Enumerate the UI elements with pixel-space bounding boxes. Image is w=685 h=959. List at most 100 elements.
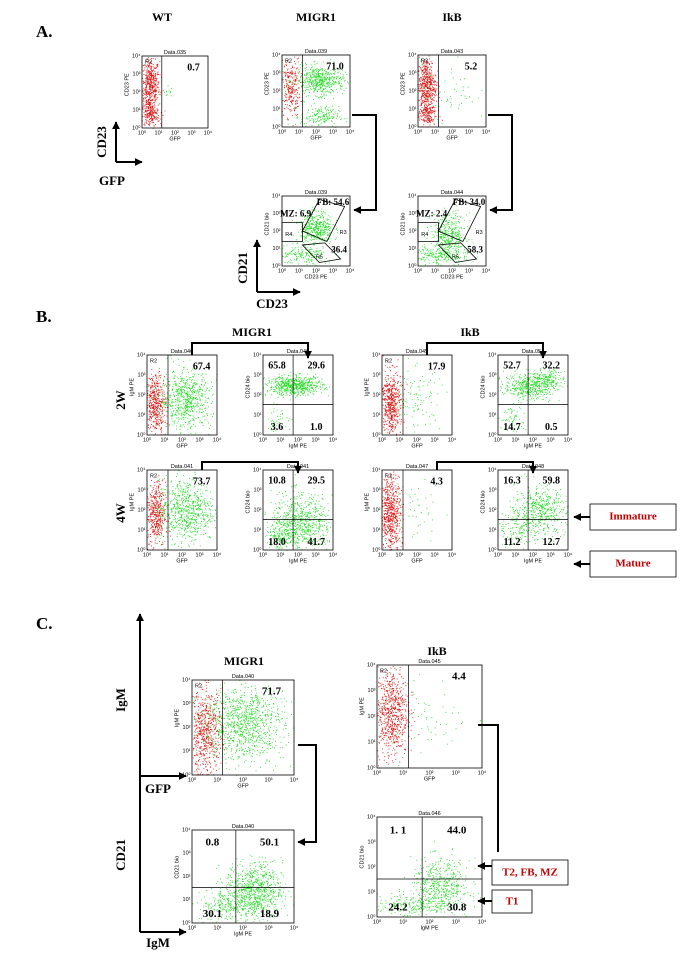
- gate-region: [417, 222, 439, 242]
- y-tick-label: 10²: [138, 392, 146, 398]
- y-tick-label: 10¹: [138, 527, 146, 533]
- plot-title: Data.040: [287, 349, 309, 355]
- region-label: R3: [476, 230, 483, 236]
- event-dots: [147, 475, 172, 550]
- x-tick-label: 10⁴: [290, 924, 299, 931]
- x-tick-label: 10²: [294, 552, 302, 558]
- axis-key-label: CD23: [94, 126, 109, 158]
- plot-title: Data.041: [171, 464, 193, 470]
- y-tick-label: 10⁰: [253, 546, 262, 553]
- plot-title: Data.047: [406, 464, 428, 470]
- column-header: WT: [152, 10, 172, 24]
- row-label: 2W: [113, 390, 128, 410]
- y-tick-label: 10⁰: [488, 431, 497, 438]
- y-tick-label: 10⁰: [367, 913, 376, 920]
- x-tick-label: 10¹: [277, 437, 285, 443]
- x-tick-label: 10²: [171, 130, 179, 136]
- plot-title: Data.043: [441, 49, 463, 55]
- y-tick-label: 10⁴: [408, 192, 417, 199]
- y-tick-label: 10²: [254, 507, 262, 513]
- x-tick-label: 10³: [196, 437, 204, 443]
- gate-percent: 17.9: [428, 361, 446, 372]
- panel-label: C.: [36, 614, 53, 633]
- x-tick-label: 10²: [413, 552, 421, 558]
- plot-frame: [262, 354, 334, 436]
- x-tick-label: 10¹: [512, 552, 520, 558]
- x-tick-label: 10⁴: [346, 267, 355, 274]
- x-axis-label: GFP: [424, 776, 436, 782]
- y-tick-label: 10¹: [254, 412, 262, 418]
- y-axis-label: CD23 PE: [124, 73, 130, 96]
- y-tick-label: 10²: [373, 392, 381, 398]
- column-header: IkB: [460, 325, 479, 339]
- y-tick-label: 10¹: [409, 106, 417, 112]
- axis-key-label: IgM: [113, 688, 128, 712]
- y-tick-label: 10³: [133, 71, 141, 77]
- y-tick-label: 10¹: [373, 412, 381, 418]
- x-tick-label: 10⁰: [378, 551, 387, 558]
- axis-key-label: IgM: [146, 935, 170, 950]
- x-tick-label: 10¹: [155, 130, 163, 136]
- x-axis-label: GFP: [310, 135, 322, 141]
- annotation: Mature: [615, 558, 650, 570]
- x-tick-label: 10⁰: [373, 918, 382, 925]
- event-dots: [142, 57, 166, 129]
- x-tick-label: 10⁴: [204, 129, 213, 136]
- x-tick-label: 10⁰: [414, 267, 423, 274]
- x-tick-label: 10³: [265, 777, 273, 783]
- gate-label: R2: [195, 683, 202, 689]
- quadrant-percent: 50.1: [260, 837, 279, 849]
- x-tick-label: 10²: [413, 437, 421, 443]
- x-tick-label: 10³: [329, 268, 337, 274]
- event-dots: [377, 666, 420, 767]
- plot-frame: [497, 354, 569, 436]
- quadrant-percent: 30.1: [203, 908, 222, 920]
- x-tick-label: 10⁴: [329, 436, 338, 443]
- x-tick-label: 10³: [188, 130, 196, 136]
- plot-frame: [191, 829, 295, 924]
- plot-frame: [141, 55, 209, 129]
- y-axis-label: CD24 bio: [245, 376, 251, 399]
- x-tick-label: 10³: [312, 552, 320, 558]
- x-tick-label: 10¹: [399, 919, 407, 925]
- y-tick-label: 10⁴: [272, 192, 281, 199]
- axis-key-label: CD23: [256, 296, 288, 311]
- column-header: MIGR1: [232, 325, 272, 339]
- gate-label: R2: [380, 668, 387, 674]
- plot-title: Data.046: [418, 811, 440, 817]
- y-tick-label: 10²: [368, 864, 376, 870]
- x-axis-label: GFP: [176, 558, 188, 564]
- y-axis-label: CD23 PE: [400, 72, 406, 95]
- x-tick-label: 10¹: [399, 770, 407, 776]
- x-axis-label: GFP: [237, 783, 249, 789]
- plot-title: Data.039: [305, 190, 327, 196]
- region-percent: FB: 54.6: [317, 197, 350, 207]
- plot-title: Data.048: [522, 464, 544, 470]
- y-tick-label: 10²: [183, 725, 191, 731]
- gate-percent: 4.3: [430, 476, 443, 487]
- x-tick-label: 10⁴: [448, 436, 457, 443]
- quadrant-percent: 0.8: [206, 837, 220, 849]
- x-tick-label: 10⁴: [482, 267, 491, 274]
- region-percent: MZ: 6.9: [280, 208, 311, 218]
- x-tick-label: 10⁰: [378, 436, 387, 443]
- y-tick-label: 10²: [409, 228, 417, 234]
- x-tick-label: 10²: [426, 770, 434, 776]
- gate-region: [437, 199, 482, 243]
- panel-label: B.: [36, 307, 52, 326]
- x-tick-label: 10³: [465, 268, 473, 274]
- connector-arrow: [191, 342, 312, 359]
- x-tick-label: 10³: [547, 552, 555, 558]
- x-tick-label: 10¹: [431, 129, 439, 135]
- x-tick-label: 10⁴: [346, 128, 355, 135]
- column-header: IkB: [442, 10, 461, 24]
- quadrant-percent: 65.8: [268, 360, 286, 371]
- gate-region: [437, 242, 478, 263]
- y-tick-label: 10³: [273, 211, 281, 217]
- event-dots: [499, 473, 569, 551]
